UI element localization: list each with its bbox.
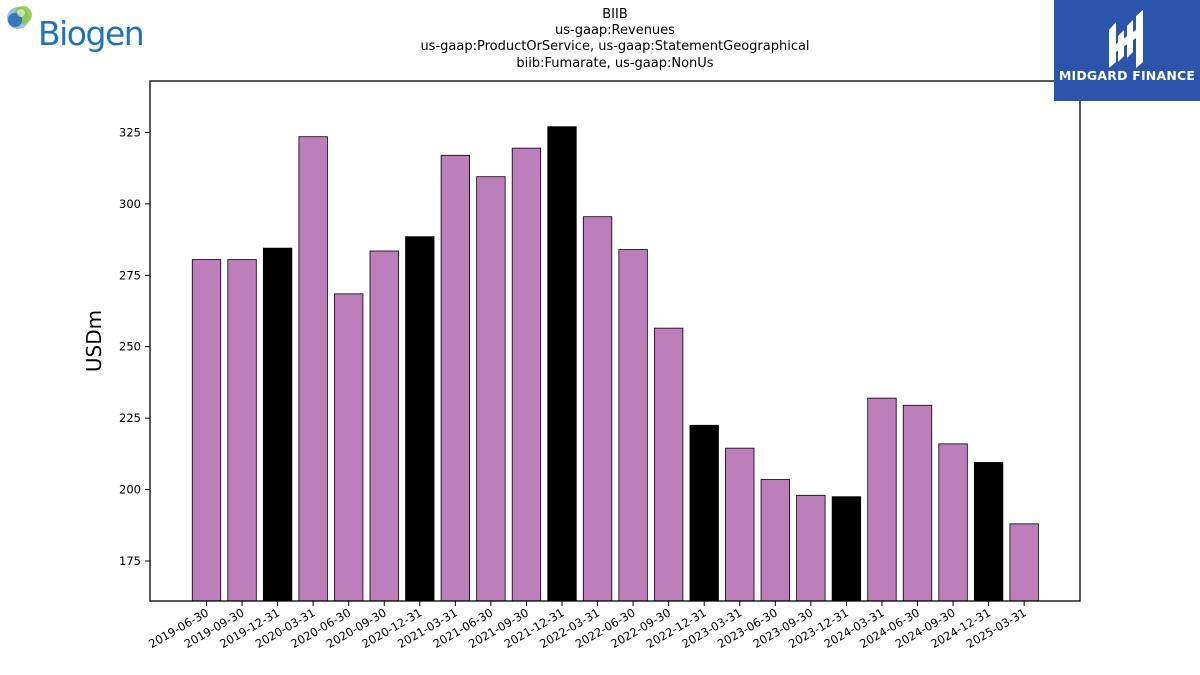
x-axis: 2019-06-302019-09-302019-12-312020-03-31… — [146, 601, 1029, 651]
midgard-mark-icon — [1109, 10, 1143, 68]
midgard-wordmark: MIDGARD FINANCE — [1058, 68, 1196, 83]
bar-2023-12-31 — [831, 496, 862, 602]
bar-2023-03-31 — [725, 447, 755, 602]
title-line-concept: us-gaap:Revenues — [555, 23, 675, 38]
biogen-globe-icon — [7, 6, 32, 29]
bar-2025-03-31 — [1009, 523, 1039, 602]
bar-2022-06-30 — [618, 249, 648, 602]
bar-2020-12-31 — [405, 236, 435, 602]
bar-2019-12-31 — [262, 247, 293, 602]
y-axis: 175 200 225 250 275 300 325 — [119, 125, 150, 568]
bar-2024-06-30 — [902, 404, 933, 602]
title-line-members: biib:Fumarate, us-gaap:NonUs — [516, 56, 714, 71]
y-tick-label: 225 — [119, 411, 141, 425]
bar-2024-03-31 — [867, 397, 897, 602]
y-tick-label: 300 — [119, 197, 141, 211]
bar-2021-09-30 — [511, 147, 542, 602]
biogen-logo: Biogen — [4, 4, 145, 54]
bar-2021-03-31 — [440, 154, 471, 602]
bar-2019-09-30 — [227, 259, 257, 602]
y-axis-label: USDm — [82, 310, 106, 372]
title-line-axes: us-gaap:ProductOrService, us-gaap:Statem… — [420, 39, 810, 54]
bar-2024-09-30 — [938, 443, 968, 602]
bar-2020-09-30 — [369, 250, 399, 602]
bar-2024-12-31 — [973, 462, 1004, 602]
bar-2022-09-30 — [654, 327, 684, 602]
y-tick-label: 250 — [119, 340, 141, 354]
biogen-wordmark: Biogen — [38, 14, 145, 53]
bar-2023-09-30 — [796, 494, 826, 602]
bar-2021-06-30 — [476, 176, 506, 602]
bars-group — [191, 126, 1039, 602]
bar-2020-06-30 — [334, 293, 364, 602]
bar-2020-03-31 — [298, 136, 328, 602]
y-tick-label: 200 — [119, 483, 141, 497]
y-tick-label: 175 — [119, 554, 141, 568]
bar-2022-03-31 — [582, 216, 613, 602]
y-tick-label: 325 — [119, 125, 141, 139]
bar-2019-06-30 — [191, 259, 222, 602]
bar-2023-06-30 — [760, 479, 790, 602]
midgard-finance-logo: MIDGARD FINANCE — [1054, 0, 1200, 101]
bar-2021-12-31 — [547, 126, 577, 602]
y-tick-label: 275 — [119, 268, 141, 282]
axes-frame — [149, 80, 1081, 602]
bar-2022-12-31 — [689, 424, 719, 602]
title-line-ticker: BIIB — [602, 7, 628, 22]
